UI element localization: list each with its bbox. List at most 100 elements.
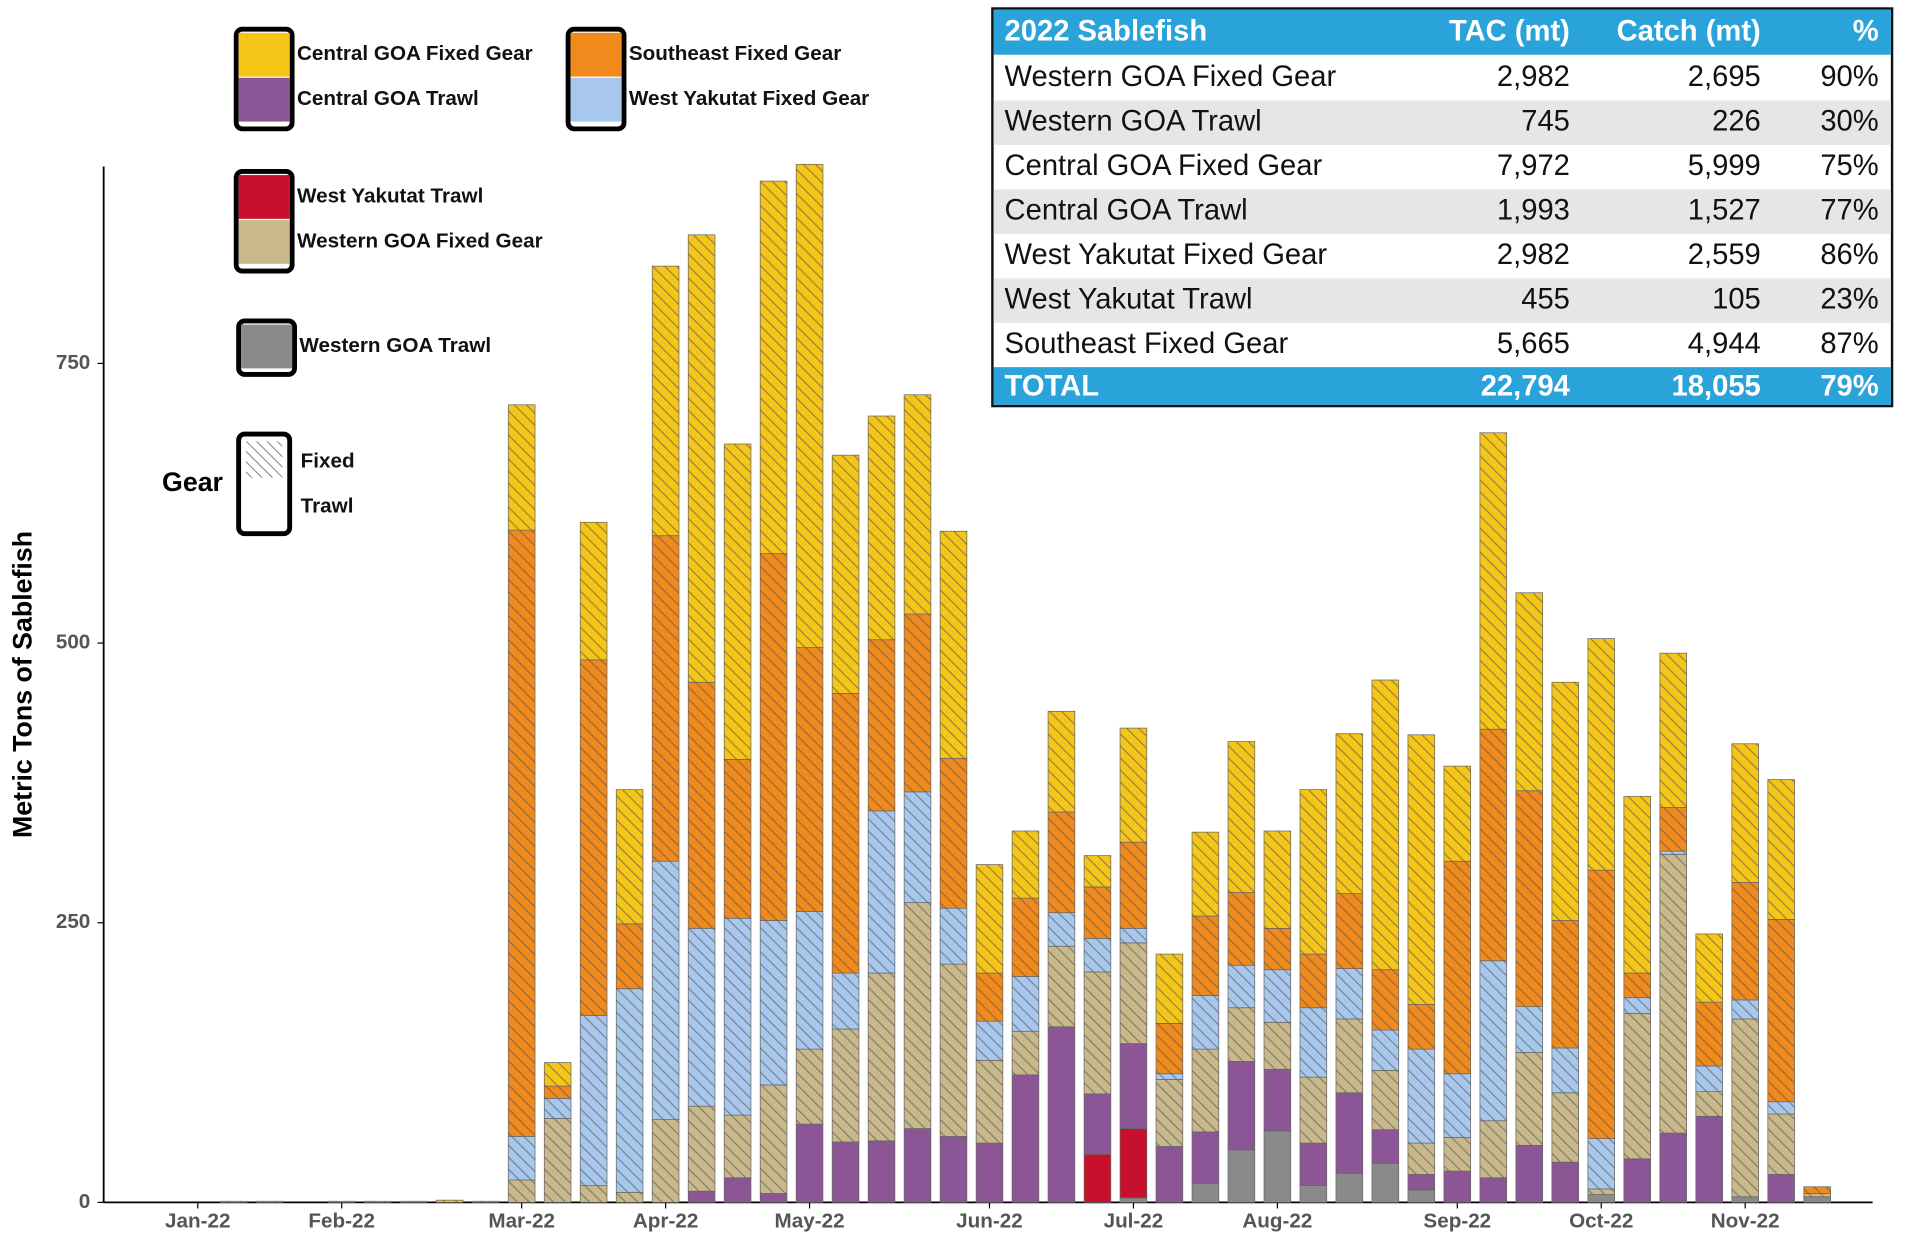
bar-segment xyxy=(543,1097,572,1119)
y-tick-label: 0 xyxy=(79,1190,91,1213)
table-cell: 455 xyxy=(1521,284,1570,316)
bar-segment xyxy=(1731,1018,1759,1198)
bar-segment xyxy=(1659,807,1687,852)
bar-segment xyxy=(615,923,644,990)
bar-segment xyxy=(1191,1131,1220,1184)
bar-segment xyxy=(1695,1091,1723,1117)
table-cell: 1,527 xyxy=(1688,195,1761,227)
table-cell: 30% xyxy=(1820,106,1878,138)
bar-segment xyxy=(1335,893,1364,969)
bar-segment xyxy=(1227,1149,1256,1203)
legend-label: Western GOA Fixed Gear xyxy=(297,229,543,252)
bar-segment xyxy=(1119,727,1148,843)
bar-segment xyxy=(543,1085,572,1099)
bar-segment xyxy=(1263,1130,1292,1203)
legend-swatch xyxy=(570,77,622,122)
legend-swatch xyxy=(238,220,290,264)
bar-segment xyxy=(903,791,932,903)
y-tick-label: 500 xyxy=(56,631,90,654)
bar-segment xyxy=(1299,953,1328,1009)
bar-segment xyxy=(831,454,860,694)
bar-segment xyxy=(723,1177,752,1203)
x-tick-label: Jun-22 xyxy=(956,1209,1023,1232)
bar-segment xyxy=(1479,728,1508,962)
x-tick-label: Sep-22 xyxy=(1423,1209,1491,1232)
bar-segment xyxy=(220,1200,248,1203)
bar-segment xyxy=(867,810,896,974)
y-tick-label: 750 xyxy=(56,351,90,374)
table-header-bg xyxy=(993,9,1891,55)
bar-segment xyxy=(1623,997,1651,1014)
bar-segment xyxy=(687,927,716,1107)
bar-segment xyxy=(1299,1142,1328,1186)
bar-segment xyxy=(1731,743,1759,883)
bar-segment xyxy=(1803,1196,1831,1203)
bar-segment xyxy=(723,443,752,760)
bar-segment xyxy=(363,1200,392,1203)
bar-segment xyxy=(1263,830,1292,929)
table-cell: 5,665 xyxy=(1497,328,1570,360)
bar-segment xyxy=(1767,1174,1795,1203)
table-cell: 75% xyxy=(1820,150,1878,182)
bar-segment xyxy=(1155,953,1184,1024)
bar-segment xyxy=(1443,860,1472,1075)
bar-segment xyxy=(1011,1074,1040,1203)
legend-box xyxy=(233,26,295,132)
table-cell: 90% xyxy=(1820,61,1878,93)
bar-segment xyxy=(1299,789,1328,955)
legend-swatch xyxy=(245,441,283,478)
bar-segment xyxy=(1371,1162,1400,1203)
legend-label: West Yakutat Fixed Gear xyxy=(629,87,869,110)
bar-segment xyxy=(1407,1189,1436,1203)
bar-segment xyxy=(939,757,968,909)
bar-segment xyxy=(975,1020,1004,1061)
x-tick-label: Feb-22 xyxy=(308,1209,375,1232)
x-tick-label: Nov-22 xyxy=(1711,1209,1780,1232)
bar-segment xyxy=(1515,1144,1544,1203)
bar-segment xyxy=(723,917,752,1116)
table-cell: 23% xyxy=(1820,284,1878,316)
bar-segment xyxy=(1227,741,1256,893)
bar-segment xyxy=(1335,1092,1364,1174)
bar-segment xyxy=(1047,1026,1076,1203)
table-cell: West Yakutat Trawl xyxy=(1005,284,1253,316)
legend-swatch xyxy=(238,32,290,77)
y-axis-title: Metric Tons of Sablefish xyxy=(8,531,38,838)
bar-segment xyxy=(1515,790,1544,1007)
bar-segment xyxy=(1263,1068,1292,1132)
bar-segment xyxy=(1695,1065,1723,1093)
table-cell: 745 xyxy=(1521,106,1570,138)
x-tick-label: Apr-22 xyxy=(633,1209,698,1232)
bar-segment xyxy=(1119,1043,1148,1129)
bar-segment xyxy=(1371,969,1400,1031)
bar-segment xyxy=(1587,638,1615,871)
bar-segment xyxy=(687,681,716,929)
legend-label: Western GOA Trawl xyxy=(299,334,491,357)
table-cell: Western GOA Trawl xyxy=(1005,106,1262,138)
bar-segment xyxy=(687,234,716,683)
x-tick-label: Mar-22 xyxy=(488,1209,555,1232)
bar-segment xyxy=(651,265,680,537)
bar-segment xyxy=(1623,795,1651,974)
table-cell: 2,695 xyxy=(1688,61,1761,93)
bar-segment xyxy=(1479,1177,1508,1203)
legend-label: Fixed xyxy=(301,449,355,472)
x-tick-label: Oct-22 xyxy=(1569,1209,1633,1232)
bar-segment xyxy=(939,907,968,965)
bar-segment xyxy=(1443,1137,1472,1172)
bar-segment xyxy=(1371,679,1400,971)
legend-swatch xyxy=(238,77,290,122)
bar-segment xyxy=(1335,1018,1364,1094)
bar-segment xyxy=(1263,969,1292,1023)
bar-segment xyxy=(399,1200,428,1203)
bar-segment xyxy=(831,1028,860,1143)
bar-segment xyxy=(1191,1183,1220,1203)
bar-segment xyxy=(1659,652,1687,808)
bar-segment xyxy=(1479,1120,1508,1179)
legend-box xyxy=(233,168,295,274)
bar-segment xyxy=(1047,710,1076,813)
bar-segment xyxy=(471,1200,500,1203)
bar-segment xyxy=(1227,1007,1256,1062)
